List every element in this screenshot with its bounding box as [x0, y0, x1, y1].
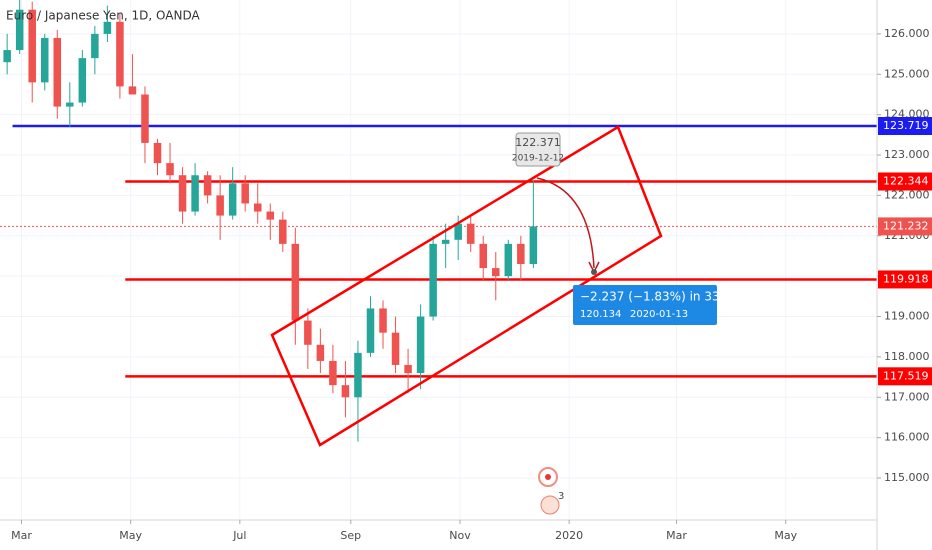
- projection-change: −2.237 (−1.83%) in 33d: [580, 290, 727, 304]
- candle-body: [66, 102, 74, 107]
- y-tick-label: 115.000: [884, 471, 930, 484]
- high-bubble: [515, 132, 561, 167]
- candle-body: [216, 195, 224, 216]
- candle-body: [53, 37, 62, 107]
- grid: [0, 0, 877, 520]
- candle-body: [504, 243, 513, 277]
- candle-body: [492, 268, 500, 277]
- candle-body: [40, 37, 49, 83]
- candle-body: [203, 175, 212, 196]
- candle-body: [228, 183, 237, 216]
- projection-arrow: [536, 177, 595, 269]
- x-tick-label: May: [774, 529, 797, 542]
- candle-body: [529, 226, 538, 265]
- x-tick-label: Jul: [232, 529, 246, 542]
- candle-body: [416, 316, 425, 374]
- candle-body: [454, 223, 462, 240]
- price-label-box: [878, 117, 932, 136]
- x-tick-label: Sep: [340, 529, 361, 542]
- candle-body: [404, 364, 412, 374]
- x-tick-label: Mar: [666, 529, 687, 542]
- high-price: 122.371: [515, 136, 561, 149]
- candle-body: [341, 385, 350, 398]
- candle-body: [279, 219, 287, 244]
- candle-body: [517, 243, 525, 265]
- candle-body: [191, 175, 199, 212]
- channel-drawing: [270, 125, 663, 447]
- candle-body: [391, 332, 400, 365]
- candle-body: [441, 239, 450, 244]
- candle-body: [466, 223, 475, 244]
- candle-body: [241, 183, 249, 204]
- price-label: 121.232: [883, 219, 929, 232]
- candle-body: [429, 243, 437, 317]
- price-label-box: [878, 270, 932, 289]
- candle-body: [178, 175, 187, 212]
- high-date: 2019-12-12: [512, 154, 564, 164]
- y-tick-label: 125.000: [884, 67, 930, 80]
- candle-body: [354, 352, 362, 398]
- y-tick-label: 116.000: [884, 431, 930, 444]
- projection-point: [591, 269, 597, 275]
- candle-body: [116, 21, 124, 87]
- candle-body: [128, 86, 137, 95]
- event-icon-dot: [545, 474, 551, 480]
- candle-body: [366, 308, 375, 353]
- levels: [0, 124, 877, 378]
- candle-body: [266, 211, 275, 220]
- projection-box: [573, 285, 717, 325]
- x-tick-label: Mar: [11, 529, 32, 542]
- candle-body: [103, 21, 112, 34]
- y-tick-label: 122.000: [884, 188, 930, 201]
- event-icon-2[interactable]: [540, 495, 560, 515]
- candle-body: [291, 243, 300, 321]
- candle-body: [253, 203, 262, 212]
- price-label: 119.918: [883, 272, 929, 285]
- y-tick-label: 123.000: [884, 148, 930, 161]
- price-label-box: [878, 367, 932, 386]
- projection-price: 120.134: [580, 309, 621, 320]
- candles: [3, 0, 538, 442]
- y-tick-label: 126.000: [884, 27, 930, 40]
- projection-date: 2020-01-13: [630, 309, 688, 320]
- candle-body: [78, 58, 87, 103]
- event-count: 3: [558, 491, 564, 502]
- candle-body: [3, 50, 11, 63]
- axes: 115.000116.000117.000118.000119.000120.0…: [11, 27, 932, 542]
- candle-body: [479, 243, 488, 269]
- candle-body: [304, 320, 312, 345]
- x-tick-label: 2020: [555, 529, 583, 542]
- price-label: 117.519: [883, 369, 929, 382]
- candle-body: [379, 308, 387, 333]
- y-tick-label: 118.000: [884, 350, 930, 363]
- candle-body: [28, 9, 36, 83]
- y-tick-label: 117.000: [884, 390, 930, 403]
- candle-body: [316, 344, 325, 361]
- price-label-box: [878, 217, 932, 236]
- x-tick-label: May: [119, 529, 142, 542]
- y-tick-label: 119.000: [884, 310, 930, 323]
- candle-body: [91, 33, 99, 59]
- price-label: 122.344: [883, 175, 929, 188]
- candle-body: [153, 142, 162, 164]
- chart-title: Euro / Japanese Yen, 1D, OANDA: [6, 9, 200, 23]
- price-label: 123.719: [883, 119, 929, 132]
- x-tick-label: Nov: [449, 529, 471, 542]
- candle-body: [15, 9, 24, 51]
- candle-body: [141, 94, 149, 143]
- price-label-box: [878, 172, 932, 191]
- candle-body: [329, 360, 337, 386]
- candle-body: [166, 163, 174, 176]
